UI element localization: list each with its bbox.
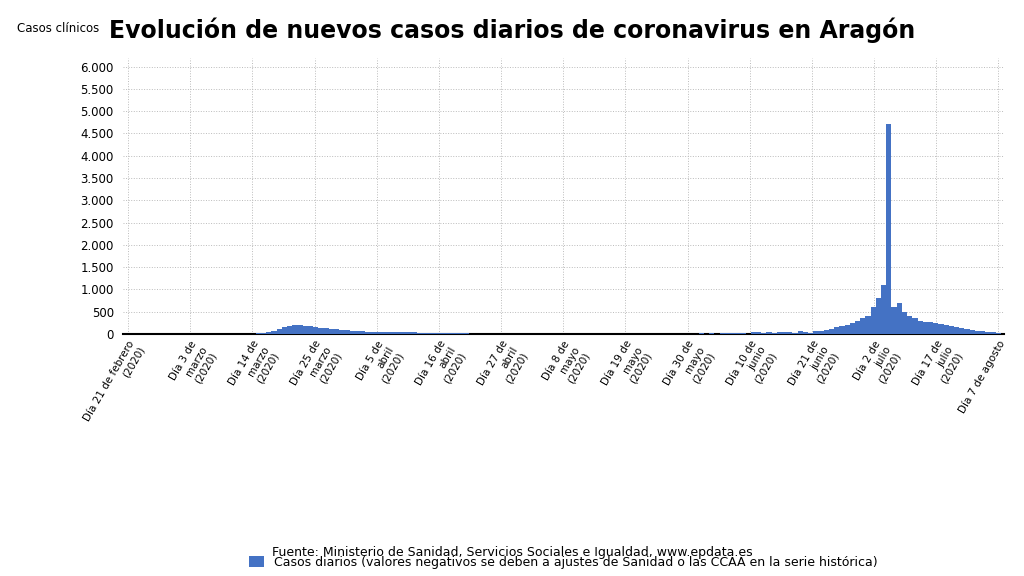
Bar: [887, 124, 892, 334]
Bar: [949, 326, 954, 334]
Bar: [334, 329, 339, 334]
Bar: [433, 333, 438, 334]
Bar: [407, 332, 412, 334]
Bar: [366, 332, 371, 334]
Bar: [975, 331, 980, 334]
Bar: [324, 328, 329, 334]
Text: Evolución de nuevos casos diarios de coronavirus en Aragón: Evolución de nuevos casos diarios de cor…: [109, 17, 915, 43]
Bar: [271, 331, 276, 334]
Bar: [850, 323, 855, 334]
Bar: [798, 333, 803, 334]
Legend: Casos diarios (valores negativos se deben a ajustes de Sanidad o las CCAA en la : Casos diarios (valores negativos se debe…: [249, 556, 878, 569]
Bar: [954, 327, 959, 334]
Bar: [761, 332, 766, 334]
Bar: [303, 325, 308, 334]
Bar: [995, 333, 1000, 334]
Bar: [777, 333, 782, 334]
Bar: [391, 332, 396, 334]
Bar: [793, 333, 798, 334]
Bar: [282, 327, 287, 334]
Bar: [855, 321, 860, 334]
Bar: [907, 316, 912, 334]
Bar: [959, 328, 965, 334]
Bar: [428, 333, 433, 334]
Bar: [297, 325, 303, 334]
Bar: [313, 327, 318, 334]
Bar: [339, 329, 344, 334]
Text: Casos clínicos: Casos clínicos: [17, 22, 99, 36]
Bar: [354, 331, 360, 334]
Bar: [870, 308, 876, 334]
Bar: [360, 331, 366, 334]
Bar: [376, 332, 381, 334]
Bar: [443, 333, 449, 334]
Bar: [892, 308, 897, 334]
Bar: [308, 326, 313, 334]
Bar: [292, 325, 297, 334]
Bar: [933, 323, 938, 334]
Bar: [829, 329, 835, 334]
Bar: [438, 333, 443, 334]
Bar: [287, 326, 292, 334]
Bar: [344, 330, 349, 334]
Bar: [329, 329, 334, 334]
Bar: [912, 319, 918, 334]
Bar: [730, 332, 735, 334]
Bar: [970, 329, 975, 334]
Bar: [835, 327, 840, 334]
Bar: [318, 328, 324, 334]
Bar: [918, 321, 923, 334]
Bar: [928, 323, 933, 334]
Bar: [902, 312, 907, 334]
Bar: [401, 332, 407, 334]
Bar: [423, 333, 428, 334]
Bar: [396, 332, 401, 334]
Bar: [980, 331, 985, 334]
Bar: [938, 324, 943, 334]
Bar: [985, 332, 990, 334]
Bar: [943, 325, 949, 334]
Text: Fuente: Ministerio de Sanidad, Servicios Sociales e Igualdad, www.epdata.es: Fuente: Ministerio de Sanidad, Servicios…: [271, 545, 753, 559]
Bar: [990, 332, 995, 334]
Bar: [349, 331, 354, 334]
Bar: [840, 326, 845, 334]
Bar: [371, 332, 376, 334]
Bar: [881, 285, 887, 334]
Bar: [735, 333, 740, 334]
Bar: [418, 332, 423, 334]
Bar: [266, 332, 271, 334]
Bar: [845, 325, 850, 334]
Bar: [751, 332, 756, 334]
Bar: [381, 332, 386, 334]
Bar: [386, 332, 391, 334]
Bar: [449, 333, 454, 334]
Bar: [897, 303, 902, 334]
Bar: [860, 319, 865, 334]
Bar: [865, 316, 870, 334]
Bar: [965, 329, 970, 334]
Bar: [923, 321, 928, 334]
Bar: [766, 332, 772, 334]
Bar: [261, 333, 266, 334]
Bar: [876, 298, 881, 334]
Bar: [276, 329, 282, 334]
Bar: [823, 329, 829, 334]
Bar: [818, 331, 823, 334]
Bar: [703, 333, 709, 334]
Bar: [412, 332, 418, 334]
Bar: [709, 333, 715, 334]
Bar: [772, 333, 777, 334]
Bar: [813, 331, 818, 334]
